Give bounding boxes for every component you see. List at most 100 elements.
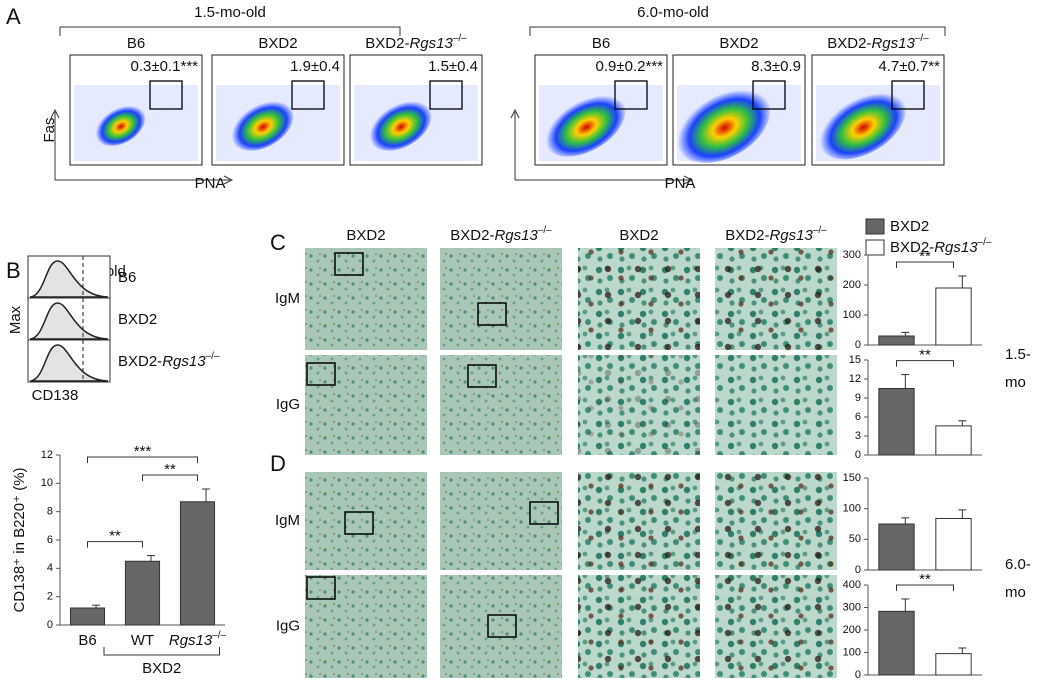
bar — [69, 607, 106, 626]
y-tick-label: 15 — [849, 354, 861, 366]
column-label: BXD2-Rgs13–/– — [725, 225, 827, 244]
bar — [878, 335, 915, 346]
y-tick-label: 12 — [849, 373, 861, 385]
significance-bracket — [87, 456, 198, 463]
label-text: BXD2 — [118, 311, 157, 328]
micrograph — [440, 355, 562, 455]
significance-label: ** — [919, 571, 931, 588]
stain-overlay — [715, 472, 837, 570]
superscript: –/– — [212, 630, 226, 641]
plot-title: BXD2 — [258, 35, 297, 52]
panel-label: D — [270, 451, 286, 476]
group-bracket — [529, 26, 946, 36]
stain-overlay — [578, 472, 700, 570]
row-label: IgM — [275, 512, 300, 529]
plot-title: B6 — [592, 35, 610, 52]
row-label: IgG — [276, 617, 300, 634]
column-label: BXD2 — [346, 227, 385, 244]
label-text: B6 — [78, 632, 96, 649]
significance-label: *** — [134, 443, 152, 460]
histogram-curve — [29, 260, 109, 298]
zoom-box — [477, 302, 507, 326]
flow-gate — [429, 80, 463, 110]
histogram-label: BXD2 — [118, 311, 157, 328]
label-text: BXD2- — [365, 35, 409, 52]
label-text: WT — [131, 632, 154, 649]
zoom-box — [487, 614, 517, 638]
stain-overlay — [715, 575, 837, 678]
significance-bracket — [142, 474, 198, 481]
gate-percentage: 8.3±0.9 — [751, 58, 801, 75]
group-title: 6.0-mo-old — [637, 4, 709, 21]
label-text: B6 — [592, 35, 610, 52]
histogram-curve — [29, 302, 109, 340]
micrograph — [305, 248, 427, 350]
histogram-curve — [29, 344, 109, 382]
gate-percentage: 0.9±0.2*** — [596, 58, 664, 75]
label-text: BXD2- — [450, 227, 494, 244]
label-text: B6 — [127, 35, 145, 52]
y-tick-label: 10 — [41, 477, 53, 489]
gene-name: Rgs13 — [169, 632, 213, 649]
age-label: mo — [1005, 584, 1026, 601]
histogram-label: BXD2-Rgs13–/– — [118, 351, 220, 370]
superscript: –/– — [538, 225, 552, 236]
flow-density — [818, 90, 906, 160]
x-tick-label: Rgs13–/– — [169, 630, 227, 649]
significance-label: ** — [919, 248, 931, 265]
zoom-box — [306, 576, 336, 600]
significance-label: ** — [919, 347, 931, 364]
group-title: 1.5-mo-old — [194, 4, 266, 21]
y-tick-label: 50 — [849, 533, 861, 545]
stain-overlay — [578, 248, 700, 350]
bar — [935, 653, 972, 676]
y-axis-label: CD138⁺ in B220⁺ (%) — [11, 467, 28, 612]
panel-label: B — [6, 258, 21, 283]
y-tick-label: 0 — [855, 564, 861, 576]
bar — [878, 610, 915, 676]
zoom-box — [334, 252, 364, 276]
plot-title: B6 — [127, 35, 145, 52]
gene-name: Rgs13 — [871, 35, 915, 52]
age-label: 6.0- — [1005, 556, 1031, 573]
gene-name: Rgs13 — [769, 227, 813, 244]
y-tick-label: 12 — [41, 449, 53, 461]
gate-percentage: 0.3±0.1*** — [131, 58, 199, 75]
label-text: BXD2- — [827, 35, 871, 52]
gene-name: Rgs13 — [162, 353, 206, 370]
label-text: BXD2- — [890, 239, 934, 256]
y-tick-label: 2 — [47, 591, 53, 603]
row-label: IgG — [276, 396, 300, 413]
micrograph — [440, 472, 562, 570]
y-tick-label: 0 — [855, 339, 861, 351]
stain-overlay — [715, 248, 837, 350]
y-tick-label: 300 — [843, 601, 861, 613]
y-axis-label: Max — [7, 305, 24, 334]
significance-label: ** — [109, 528, 121, 545]
significance-bracket — [896, 261, 954, 268]
x-axis-label: PNA — [665, 175, 696, 192]
y-tick-label: 400 — [843, 579, 861, 591]
label-text: BXD2- — [725, 227, 769, 244]
axis-arrows — [510, 108, 694, 185]
flow-density — [230, 99, 294, 151]
superscript: –/– — [915, 33, 929, 44]
histogram-label: B6 — [118, 269, 136, 286]
y-tick-label: 0 — [855, 669, 861, 680]
x-axis-label: PNA — [195, 175, 226, 192]
flow-density — [94, 104, 146, 146]
superscript: –/– — [206, 351, 220, 362]
age-label: mo — [1005, 374, 1026, 391]
superscript: –/– — [813, 225, 827, 236]
legend-label: BXD2-Rgs13–/– — [890, 237, 992, 256]
x-axis-label: CD138 — [32, 387, 79, 404]
bar — [935, 425, 972, 456]
panel-label: A — [6, 4, 21, 29]
gate-percentage: 1.5±0.4 — [428, 58, 478, 75]
plot-title: BXD2-Rgs13–/– — [827, 33, 929, 52]
flow-gate — [614, 80, 648, 110]
column-label: BXD2 — [619, 227, 658, 244]
bar — [878, 388, 915, 456]
micrograph — [715, 355, 837, 455]
x-tick-label: B6 — [78, 632, 96, 649]
